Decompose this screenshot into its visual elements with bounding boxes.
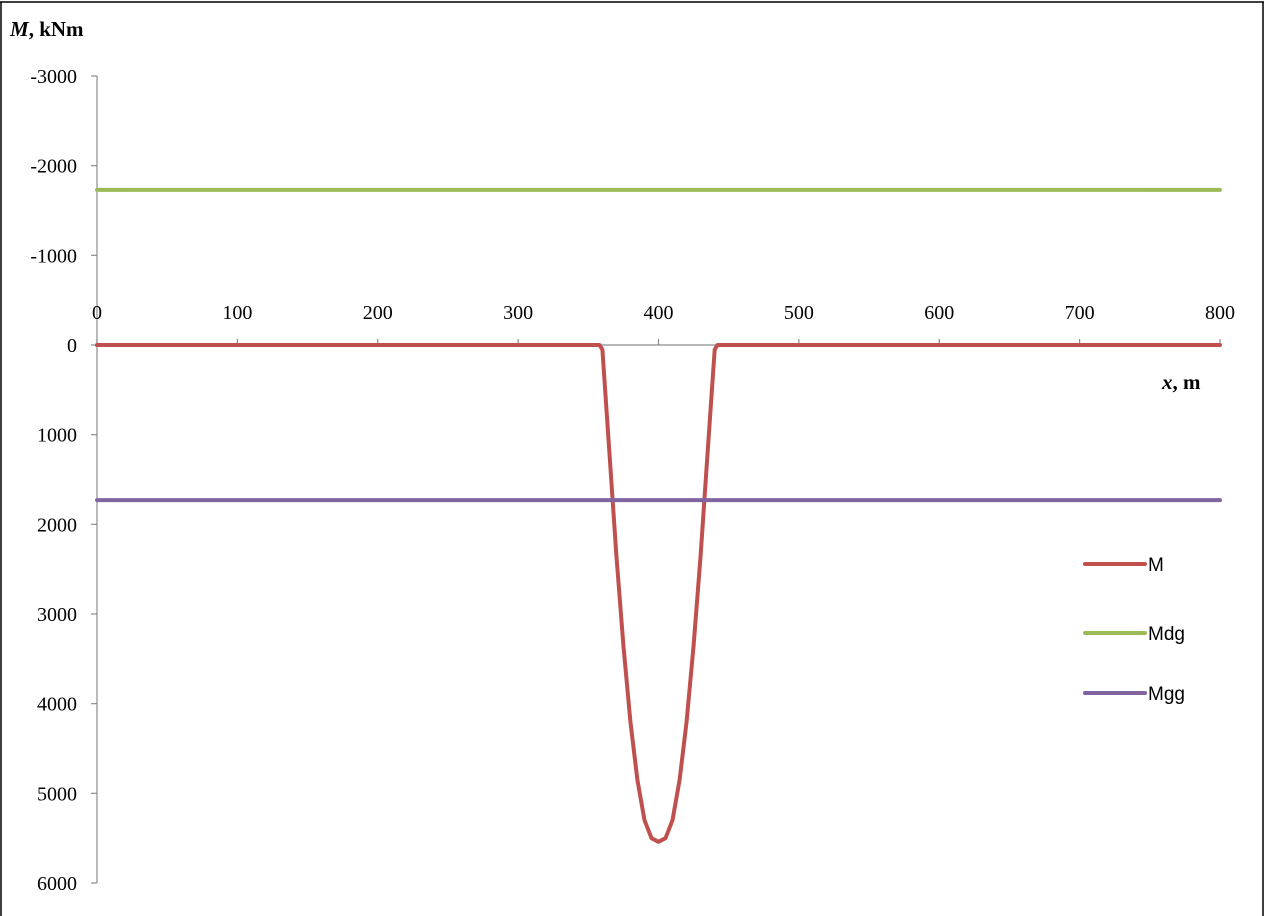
x-axis-title: x, m [1161, 370, 1201, 394]
legend-label-mgg: Mgg [1148, 684, 1185, 705]
x-tick-label: 0 [92, 302, 102, 324]
y-tick-label: 4000 [37, 694, 77, 716]
y-tick-label: 5000 [37, 783, 77, 805]
x-tick-label: 600 [924, 302, 954, 324]
legend-label-mdg: Mdg [1148, 624, 1185, 645]
legend: M Mdg Mgg [1083, 555, 1185, 705]
y-tick-label: 3000 [37, 604, 77, 626]
y-axis-title: M, kNm [9, 17, 84, 41]
y-tick-label: -1000 [30, 245, 77, 267]
x-tick-label: 700 [1065, 302, 1095, 324]
y-tick-label: -2000 [30, 156, 77, 178]
axes: -3000-2000-10000100020003000400050006000… [30, 66, 1235, 895]
x-tick-label: 800 [1205, 302, 1235, 324]
series-line-m [95, 343, 1222, 844]
y-tick-label: 2000 [37, 514, 77, 536]
y-tick-label: -3000 [30, 66, 77, 88]
series-layer [95, 187, 1222, 844]
x-tick-label: 100 [222, 302, 252, 324]
y-tick-label: 1000 [37, 425, 77, 447]
x-tick-label: 300 [503, 302, 533, 324]
legend-label-m: M [1148, 555, 1164, 576]
y-tick-label: 0 [67, 335, 77, 357]
y-tick-label: 6000 [37, 873, 77, 895]
x-tick-label: 400 [644, 302, 674, 324]
x-tick-label: 200 [363, 302, 393, 324]
x-tick-label: 500 [784, 302, 814, 324]
